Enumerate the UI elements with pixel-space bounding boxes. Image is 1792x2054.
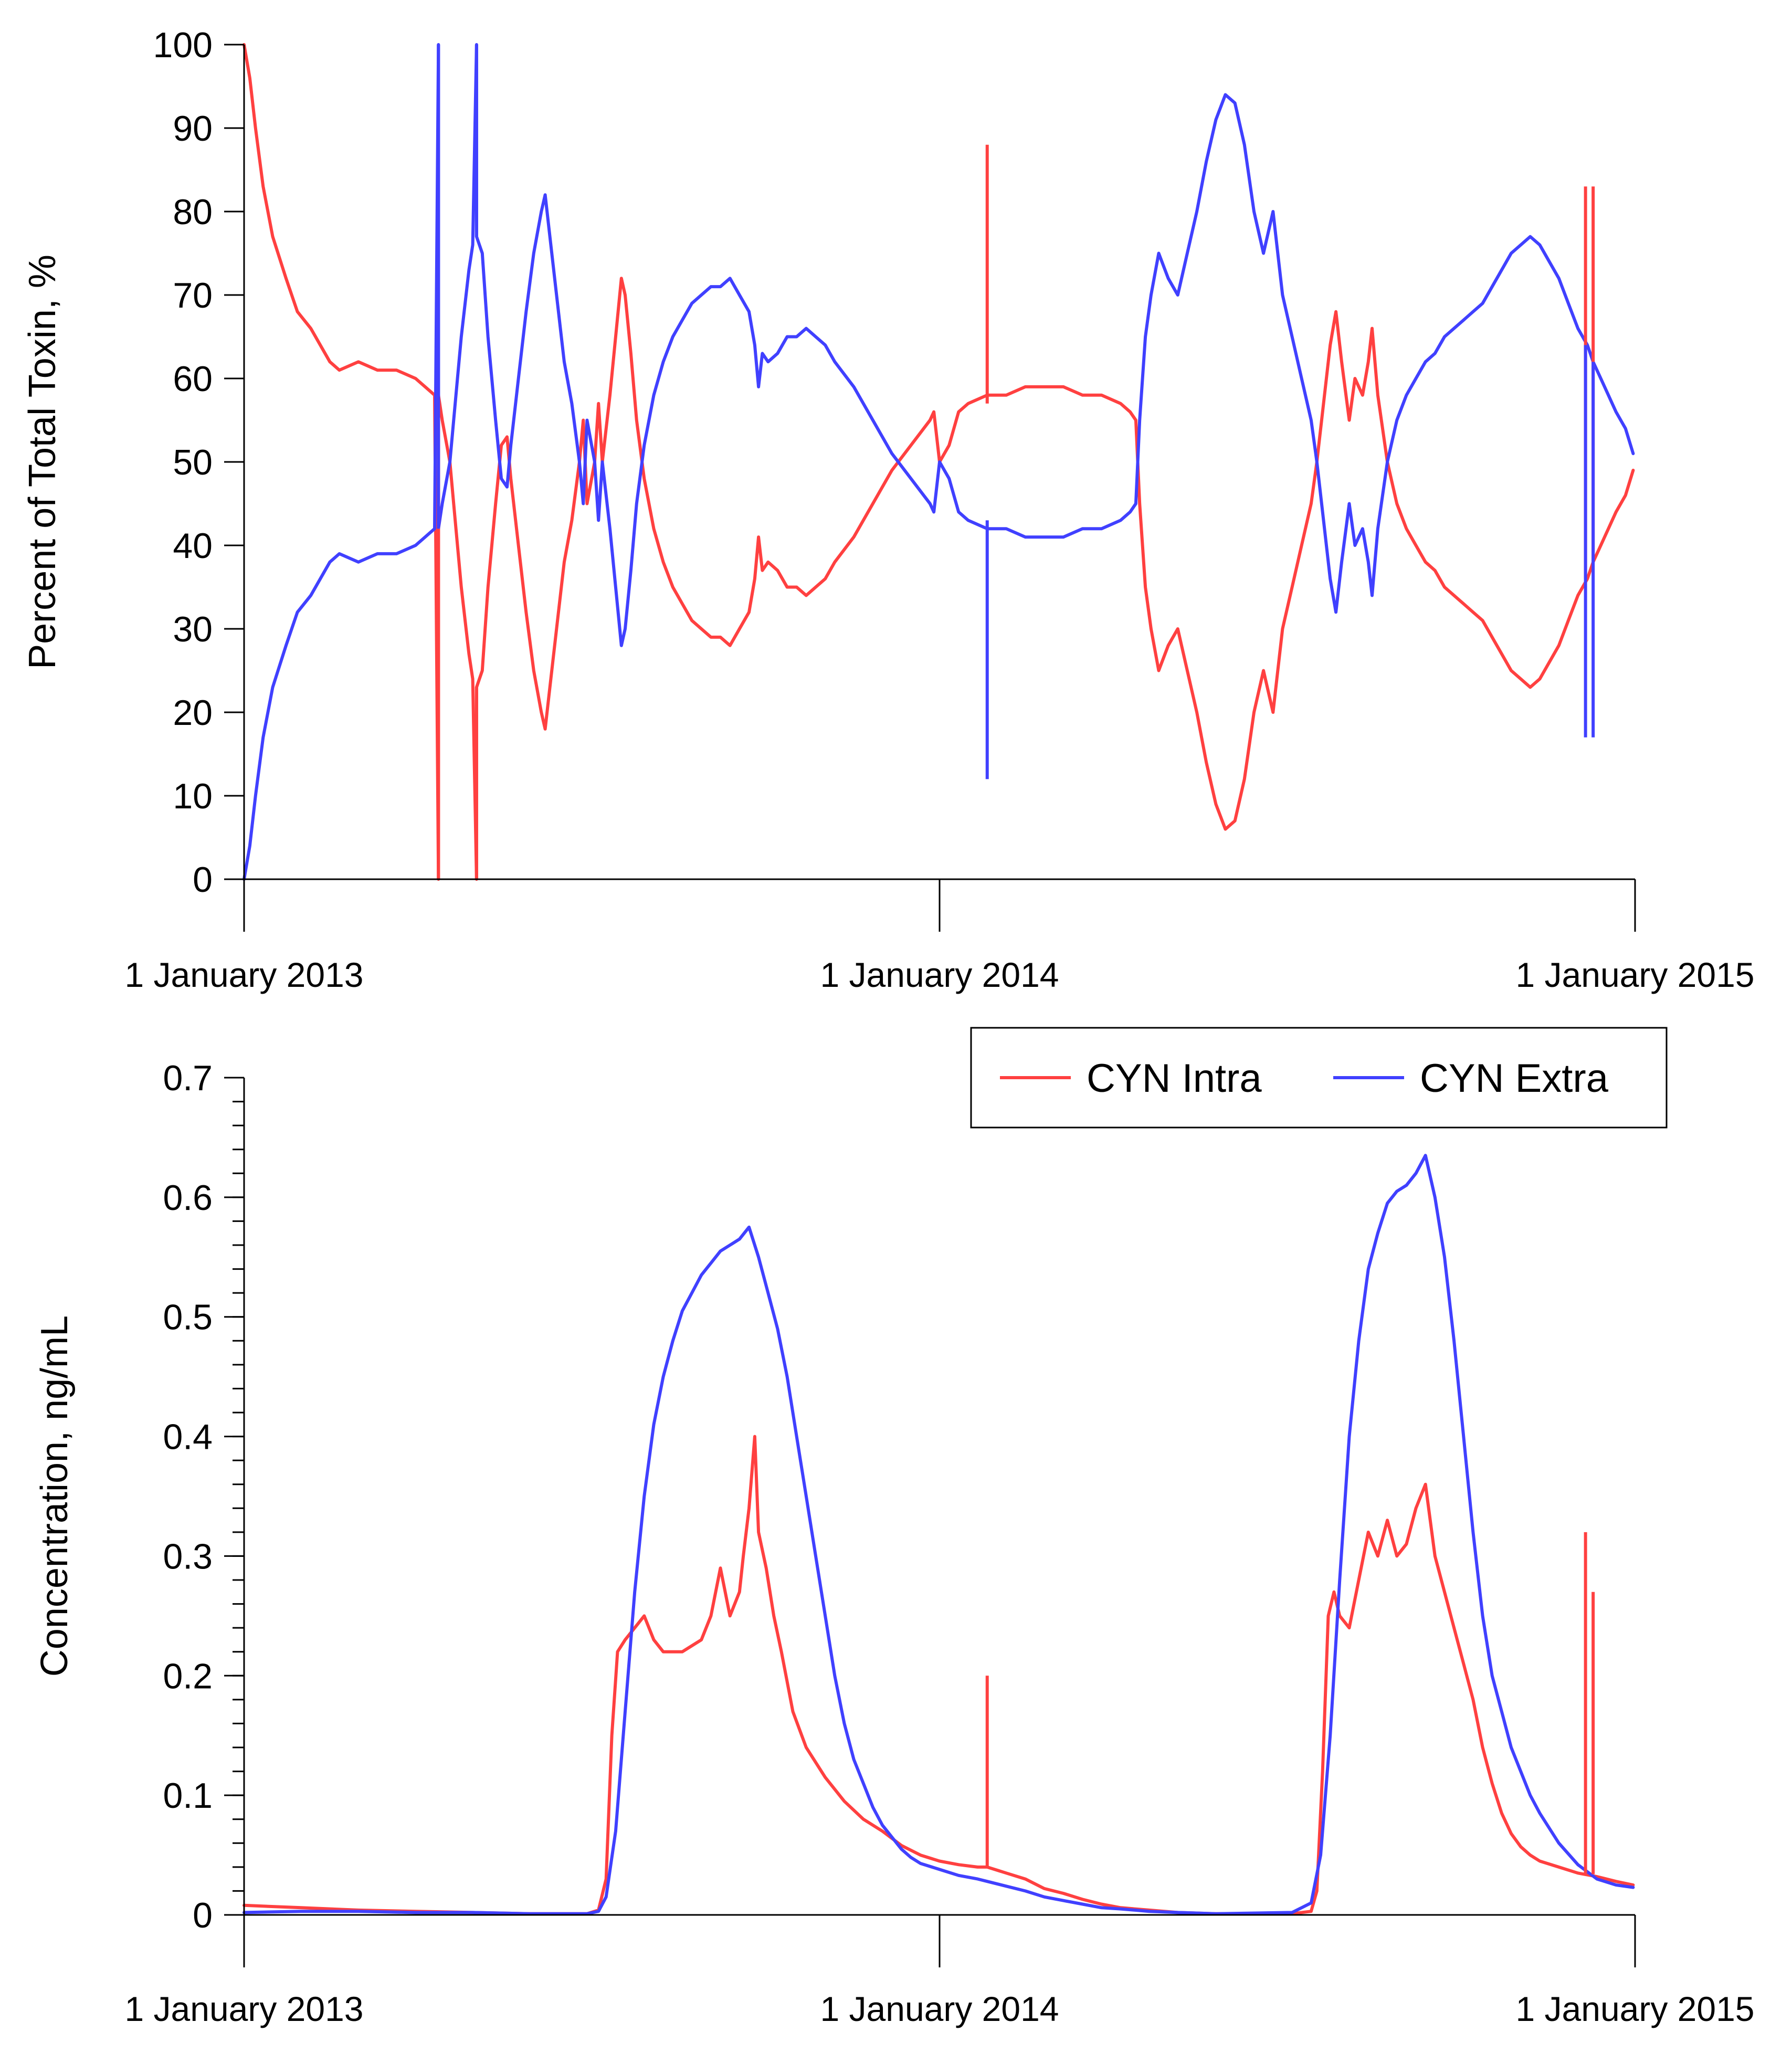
- percent-x-tick-label: 1 January 2014: [820, 955, 1059, 994]
- concentration-series-group: [243, 1154, 1635, 1915]
- percent-y-tick-label: 0: [193, 860, 213, 900]
- percent-y-tick-label: 90: [173, 109, 213, 149]
- legend: CYN Intra CYN Extra: [970, 1027, 1668, 1129]
- percent-y-tick-label: 20: [173, 693, 213, 733]
- percent-y-tick-label: 70: [173, 276, 213, 315]
- percent-y-tick-label: 60: [173, 359, 213, 399]
- concentration-x-ticks: 1 January 2013 1 January 2014 1 January 20…: [124, 1915, 1755, 2028]
- percent-y-tick-label: 40: [173, 526, 213, 566]
- concentration-y-tick-label: 0.5: [163, 1298, 213, 1337]
- percent-series-group: [243, 43, 1635, 881]
- concentration-x-tick-label: 1 January 2013: [124, 1989, 363, 2028]
- concentration-y-tick-label: 0.4: [163, 1417, 213, 1457]
- percent-y-tick-label: 50: [173, 443, 213, 482]
- percent-y-tick-label: 30: [173, 609, 213, 649]
- concentration-y-tick-label: 0.3: [163, 1536, 213, 1576]
- legend-box: [970, 1027, 1668, 1129]
- concentration-line-cyn-intra: [243, 1435, 1635, 1915]
- concentration-y-tick-label: 0.6: [163, 1178, 213, 1218]
- percent-x-tick-label: 1 January 2013: [124, 955, 363, 994]
- concentration-y-ticks: 0 0.1 0.2 0.3 0.4 0.5 0.6 0.7: [163, 1058, 244, 1935]
- concentration-y-tick-label: 0.2: [163, 1656, 213, 1696]
- concentration-x-tick-label: 1 January 2014: [820, 1989, 1059, 2028]
- percent-x-ticks: 1 January 2013 1 January 2014 1 January 20…: [124, 879, 1755, 994]
- concentration-line-cyn-extra: [243, 1154, 1635, 1915]
- percent-y-tick-label: 10: [173, 776, 213, 816]
- legend-label-intra: CYN Intra: [1087, 1056, 1262, 1101]
- percent-y-ticks: 0 10 20 30 40 50 60 70 80 90 100: [153, 25, 244, 900]
- concentration-y-tick-label: 0: [193, 1895, 213, 1935]
- concentration-x-tick-label: 1 January 2015: [1515, 1989, 1754, 2028]
- concentration-chart-panel: 00.10.20.30.40.50.60.7 1 January 2013 1 J…: [34, 1027, 1755, 2028]
- concentration-y-tick-label: 0.7: [163, 1058, 213, 1098]
- concentration-y-axis-title: Concentration, ng/mL: [34, 1315, 76, 1677]
- percent-y-tick-label: 80: [173, 192, 213, 232]
- percent-x-tick-label: 1 January 2015: [1515, 955, 1754, 994]
- concentration-y-tick-label: 0.1: [163, 1776, 213, 1816]
- legend-label-extra: CYN Extra: [1420, 1056, 1609, 1101]
- percent-y-tick-label: 100: [153, 25, 213, 65]
- percent-y-axis-title: Percent of Total Toxin, %: [22, 255, 64, 669]
- percent-line-cyn-extra: [243, 43, 1635, 881]
